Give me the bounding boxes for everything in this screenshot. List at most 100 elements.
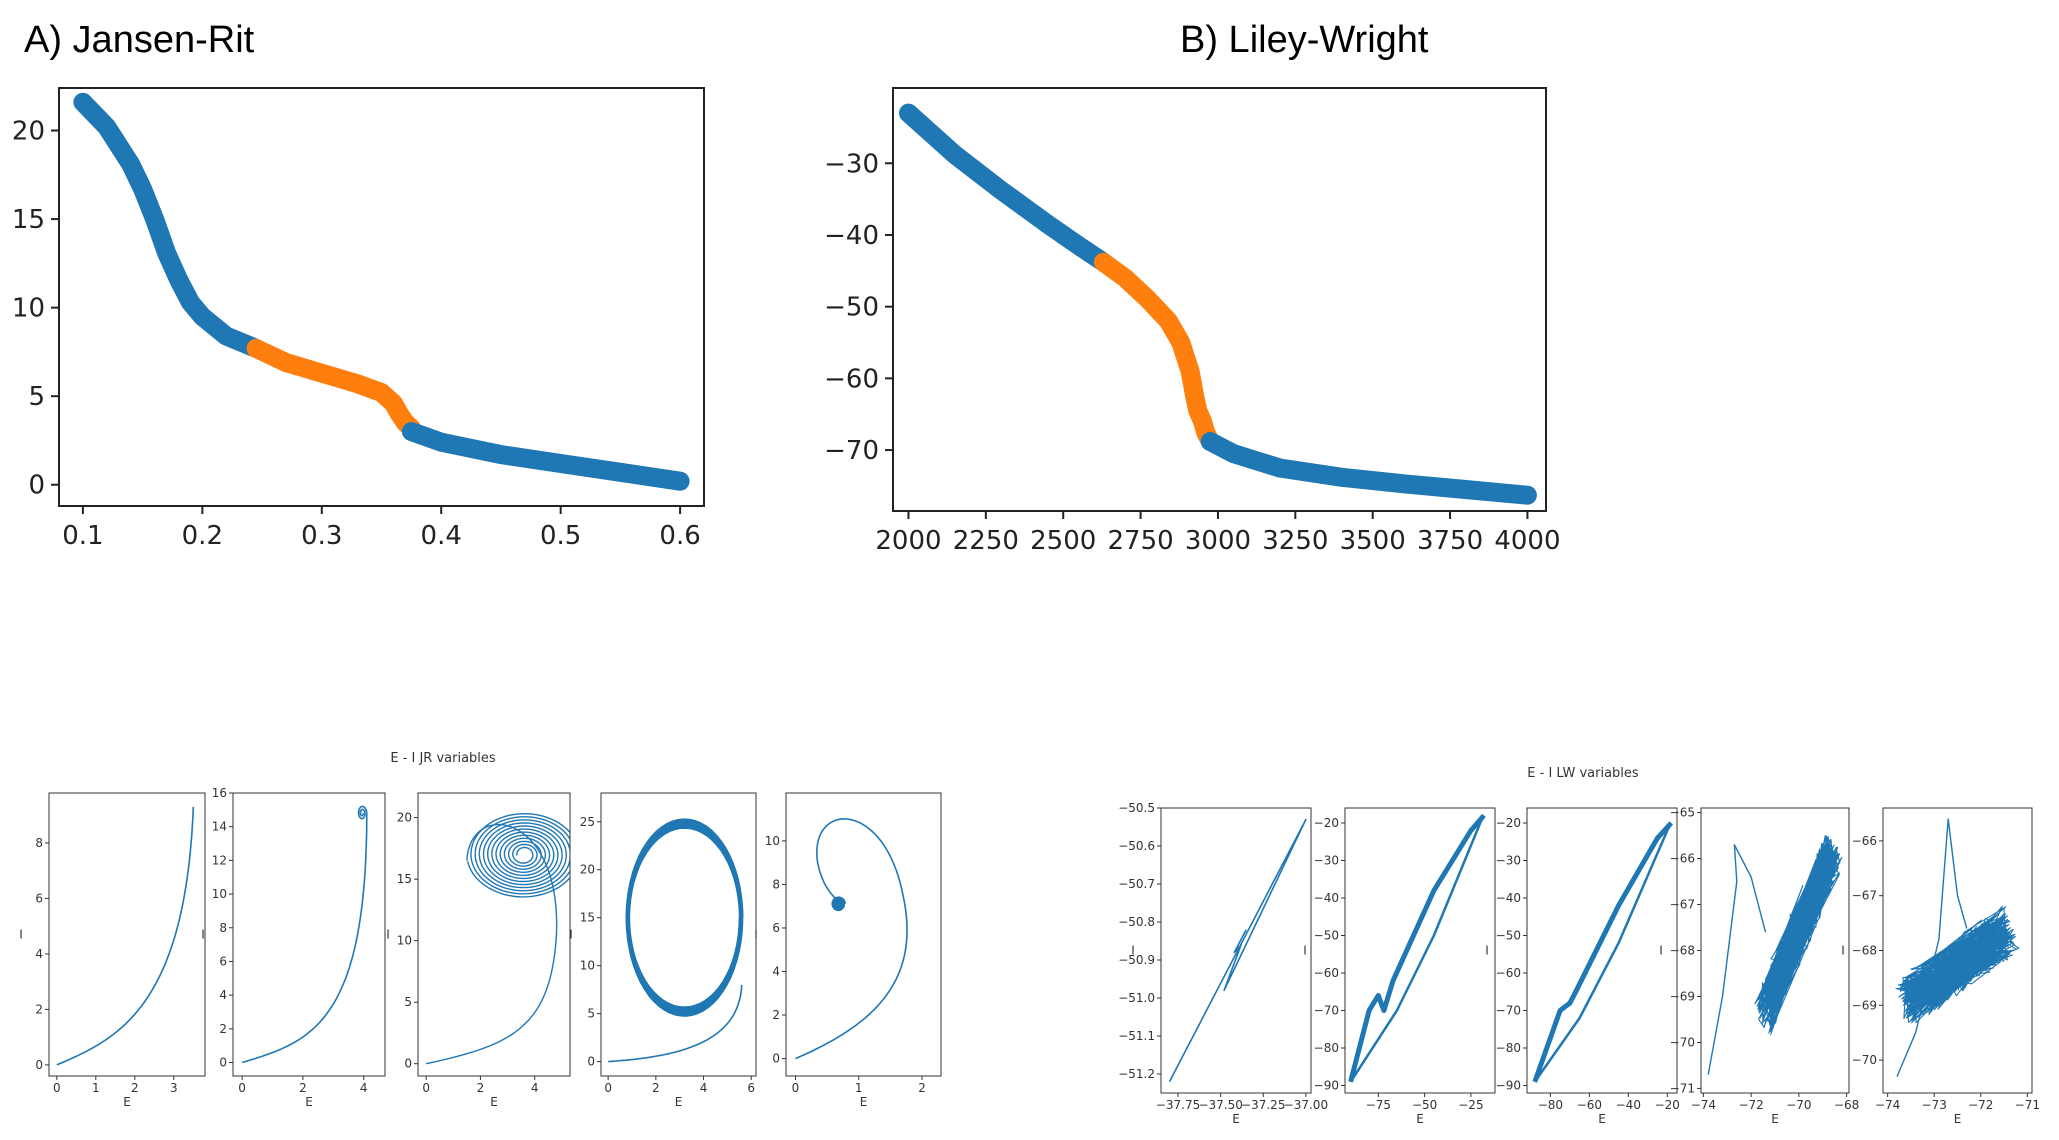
panel-a-label: A) Jansen-Rit <box>24 19 255 61</box>
lw-phase-ytick-label: −69 <box>1852 998 1877 1012</box>
jr-phase-ytick-label: 10 <box>212 887 227 901</box>
lw-phase-xtick-label: −75 <box>1366 1098 1391 1112</box>
lw-phase-ytick-label: −69 <box>1670 989 1695 1003</box>
lw-trajectory-3-1 <box>1533 822 1673 1083</box>
jr-phase-xtick-label: 2 <box>477 1081 485 1095</box>
lw-phase-ytick-label: −20 <box>1496 816 1521 830</box>
lw-phase-xtick-label: −72 <box>1968 1098 1993 1112</box>
jr-phase-xtick-label: 2 <box>131 1081 139 1095</box>
lw-phase-ytick-label: −66 <box>1670 852 1695 866</box>
jr-phase-panel-1: 0 1 2 3 0 2 4 6 8 E I <box>19 792 206 1109</box>
jr-phase-ytick-label: 15 <box>397 872 412 886</box>
lw-phase-xtick-label: −37.25 <box>1241 1098 1285 1112</box>
lw-phase-ytick-label: −90 <box>1496 1079 1521 1093</box>
jr-phase-ytick-label: 6 <box>772 921 780 935</box>
jr-xtick-label: 0.1 <box>62 521 103 551</box>
lw-phase-xlabel: E <box>1232 1112 1240 1126</box>
jr-phase-ytick-label: 12 <box>212 853 227 867</box>
jr-phase-ylabel: I <box>386 928 390 942</box>
jr-phase-xtick-label: 4 <box>700 1081 708 1095</box>
lw-phase-xlabel: E <box>1598 1112 1606 1126</box>
lw-phase-ytick-label: −50.7 <box>1118 877 1155 891</box>
jr-phase-ytick-label: 16 <box>212 786 227 800</box>
jr-phase-ytick-label: 2 <box>35 1002 43 1016</box>
jr-ytick-label: 20 <box>12 117 45 147</box>
jr-xtick-label: 0.3 <box>301 521 342 551</box>
lw-ytick-label: −30 <box>824 149 879 179</box>
jr-phase-xtick-label: 0 <box>238 1081 246 1095</box>
lw-phase-ytick-label: −66 <box>1852 834 1877 848</box>
jr-phase-xtick-label: 1 <box>855 1081 863 1095</box>
jr-trajectory-5-1 <box>831 896 847 912</box>
lw-phase-frame <box>1526 807 1678 1094</box>
lw-phase-xtick-label: −71 <box>2015 1098 2040 1112</box>
jr-phase-panel-2: 0 2 4 0 2 4 6 8 10 12 14 16 E I <box>201 786 386 1109</box>
jr-phase-xlabel: E <box>860 1095 868 1109</box>
lw-phase-ytick-label: −68 <box>1670 944 1695 958</box>
jr-phase-xtick-label: 0 <box>53 1081 61 1095</box>
jr-series-2-blue <box>401 422 690 491</box>
lw-phase-ytick-label: −65 <box>1670 806 1695 820</box>
jr-phase-ytick-label: 25 <box>580 815 595 829</box>
lw-phase-ytick-label: −50.6 <box>1118 839 1155 853</box>
jr-phase-ytick-label: 10 <box>765 834 780 848</box>
lw-phase-ytick-label: −30 <box>1496 854 1521 868</box>
lw-phase-ytick-label: −20 <box>1314 816 1339 830</box>
lw-phase-xtick-label: −68 <box>1834 1098 1859 1112</box>
lw-phase-ylabel: I <box>1303 944 1307 958</box>
lw-plot-frame <box>892 87 1547 512</box>
jr-phase-xtick-label: 4 <box>531 1081 539 1095</box>
jr-plot-frame <box>58 87 705 507</box>
jr-phase-ylabel: I <box>19 928 23 942</box>
jr-phase-frame <box>600 792 757 1077</box>
jr-phase-xtick-label: 2 <box>652 1081 660 1095</box>
lw-series-0-blue <box>899 103 1113 272</box>
jr-phase-ytick-label: 10 <box>397 934 412 948</box>
jr-phase-xtick-label: 2 <box>918 1081 926 1095</box>
jr-trajectory-3-0 <box>425 823 558 1065</box>
jr-phase-ytick-label: 8 <box>772 877 780 891</box>
jr-phase-xlabel: E <box>123 1095 131 1109</box>
jr-phase-xtick-label: 4 <box>360 1081 368 1095</box>
lw-phase-xtick-label: −74 <box>1875 1098 1900 1112</box>
lw-phase-xtick-label: −74 <box>1691 1098 1716 1112</box>
lw-trajectory-5-0 <box>1896 818 1968 1077</box>
jr-xtick-label: 0.4 <box>421 521 462 551</box>
jr-phase-panel-4: 0 2 4 6 0 5 10 15 20 25 E I <box>569 792 757 1109</box>
lw-phase-ytick-label: −50.9 <box>1118 953 1155 967</box>
lw-phase-portraits: −37.75−37.50−37.25−37.00 −50.5 −50.6 −50.7 −… <box>1118 801 2040 1126</box>
lw-phase-xtick-label: −50 <box>1412 1098 1437 1112</box>
jr-phase-panel-5: 0 1 2 0 2 4 6 8 10 E I <box>754 792 942 1109</box>
lw-ytick-label: −40 <box>824 221 879 251</box>
jr-phase-ytick-label: 4 <box>219 988 227 1002</box>
jr-phase-frame <box>785 792 942 1077</box>
lw-phase-xtick-label: −40 <box>1616 1098 1641 1112</box>
jr-phase-ytick-label: 10 <box>580 959 595 973</box>
lw-xtick-label: 2500 <box>1030 526 1096 556</box>
lw-xtick-label: 2250 <box>953 526 1019 556</box>
lw-phase-ytick-label: −30 <box>1314 854 1339 868</box>
lw-phase-ytick-label: −80 <box>1314 1041 1339 1055</box>
jr-xtick-label: 0.6 <box>659 521 700 551</box>
lw-phase-xlabel: E <box>1416 1112 1424 1126</box>
jr-phase-ytick-label: 20 <box>397 811 412 825</box>
jr-phase-ytick-label: 14 <box>212 820 227 834</box>
lw-phase-ylabel: I <box>1841 944 1845 958</box>
lw-trajectory-2-0 <box>1348 813 1486 1083</box>
jr-phase-ytick-label: 0 <box>219 1056 227 1070</box>
lw-phase-xtick-label: −37.50 <box>1198 1098 1242 1112</box>
lw-trajectory-4-0 <box>1707 844 1767 1075</box>
jr-phase-ytick-label: 2 <box>219 1022 227 1036</box>
lw-ytick-label: −70 <box>824 436 879 466</box>
liley-wright-main-chart: 2000 2250 2500 2750 3000 3250 3500 3750 4000 −30 −… <box>824 87 1561 556</box>
lw-xtick-label: 3250 <box>1262 526 1328 556</box>
jr-phase-xlabel: E <box>305 1095 313 1109</box>
lw-xtick-label: 2000 <box>875 526 941 556</box>
lw-phase-ytick-label: −70 <box>1496 1004 1521 1018</box>
lw-phase-xlabel: E <box>1954 1112 1962 1126</box>
lw-phase-ytick-label: −68 <box>1852 944 1877 958</box>
jr-phase-ytick-label: 5 <box>587 1007 595 1021</box>
jr-phase-ytick-label: 0 <box>404 1057 412 1071</box>
lw-series-1-orange <box>1093 252 1220 451</box>
